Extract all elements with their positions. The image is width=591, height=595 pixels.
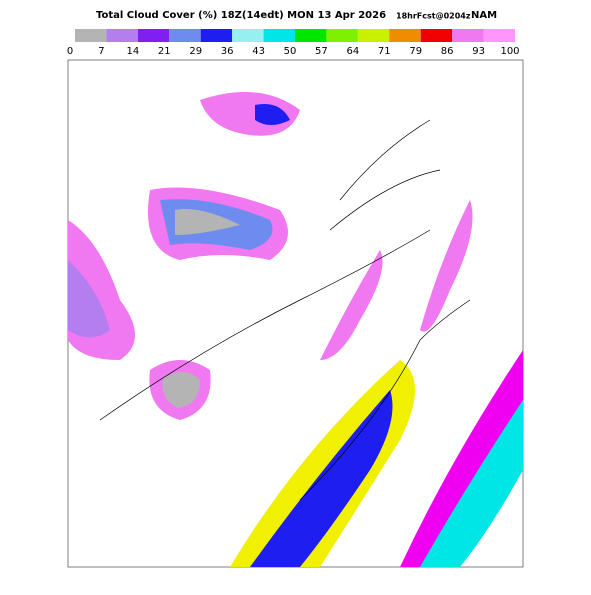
colorbar-box <box>263 29 295 42</box>
colorbar-label: 21 <box>158 46 171 57</box>
colorbar-label: 71 <box>378 46 391 57</box>
colorbar-box <box>389 29 421 42</box>
model: NAM <box>471 10 497 21</box>
colorbar-box <box>169 29 201 42</box>
colorbar-box <box>137 29 170 42</box>
colorbar-label: 93 <box>472 46 485 57</box>
colorbar-box <box>232 29 264 42</box>
colorbar-label: 100 <box>500 46 519 57</box>
colorbar-label: 14 <box>126 46 139 57</box>
colorbar-label: 43 <box>252 46 265 57</box>
colorbar-label: 57 <box>315 46 328 57</box>
colorbar-box <box>483 29 515 42</box>
colorbar-label: 29 <box>189 46 202 57</box>
colorbar-label: 7 <box>98 46 104 57</box>
colorbar-box <box>106 29 138 42</box>
colorbar-label: 36 <box>221 46 234 57</box>
colorbar-box <box>357 29 390 42</box>
colorbar-box <box>200 29 233 42</box>
colorbar-box <box>420 29 453 42</box>
title: Total Cloud Cover (%) 18Z(14edt) MON 13 … <box>96 10 386 21</box>
colorbar-label: 50 <box>284 46 297 57</box>
colorbar-label: 0 <box>67 46 73 57</box>
map-area <box>67 59 524 568</box>
colorbar-label: 79 <box>409 46 422 57</box>
colorbar-label: 64 <box>346 46 359 57</box>
colorbar-box <box>295 29 327 42</box>
colorbar-box <box>326 29 358 42</box>
colorbar-box <box>452 29 484 42</box>
colorbar-label: 86 <box>441 46 454 57</box>
forecast: 18hrFcst@0204z <box>396 12 471 21</box>
colorbar-box <box>75 29 107 42</box>
